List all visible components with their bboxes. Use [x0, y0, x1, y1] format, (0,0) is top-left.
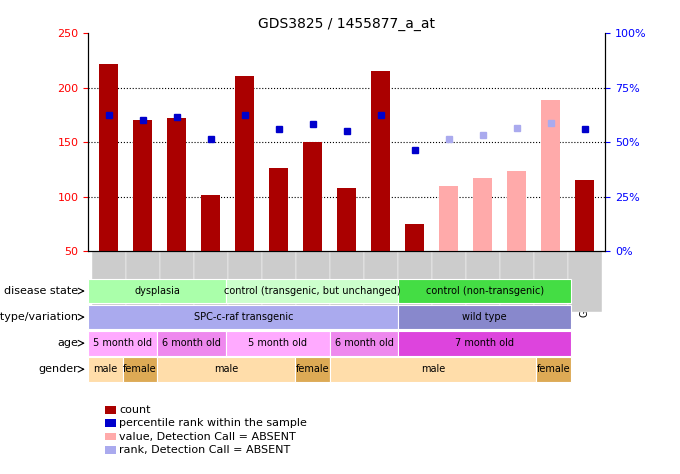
Bar	[398, 251, 432, 312]
Bar	[507, 171, 526, 251]
Text: female: female	[537, 364, 571, 374]
Bar	[99, 64, 118, 251]
Text: disease state: disease state	[4, 286, 78, 296]
Bar	[126, 251, 160, 312]
Bar	[167, 118, 186, 251]
Text: count: count	[119, 405, 150, 415]
Text: male: male	[214, 364, 238, 374]
Bar	[330, 251, 364, 312]
Bar	[473, 178, 492, 251]
Bar	[262, 251, 296, 312]
Bar	[92, 251, 126, 312]
Text: genotype/variation: genotype/variation	[0, 312, 78, 322]
Text: value, Detection Call = ABSENT: value, Detection Call = ABSENT	[119, 431, 296, 442]
Text: gender: gender	[39, 364, 78, 374]
Bar	[303, 142, 322, 251]
Bar	[568, 251, 602, 312]
Text: male: male	[94, 364, 118, 374]
Text: female: female	[296, 364, 329, 374]
Text: female: female	[123, 364, 157, 374]
Text: male: male	[421, 364, 445, 374]
Bar	[364, 251, 398, 312]
Text: wild type: wild type	[462, 312, 507, 322]
Bar	[235, 76, 254, 251]
Bar	[269, 168, 288, 251]
Bar	[432, 251, 466, 312]
Text: percentile rank within the sample: percentile rank within the sample	[119, 418, 307, 428]
Bar	[371, 72, 390, 251]
Bar	[405, 224, 424, 251]
Text: control (non-transgenic): control (non-transgenic)	[426, 286, 544, 296]
Text: rank, Detection Call = ABSENT: rank, Detection Call = ABSENT	[119, 445, 290, 455]
Bar	[439, 186, 458, 251]
Text: control (transgenic, but unchanged): control (transgenic, but unchanged)	[224, 286, 401, 296]
Text: SPC-c-raf transgenic: SPC-c-raf transgenic	[194, 312, 293, 322]
Text: 6 month old: 6 month old	[335, 338, 394, 348]
Bar	[194, 251, 228, 312]
Title: GDS3825 / 1455877_a_at: GDS3825 / 1455877_a_at	[258, 17, 435, 31]
Bar	[500, 251, 534, 312]
Bar	[541, 100, 560, 251]
Bar	[160, 251, 194, 312]
Text: 6 month old: 6 month old	[163, 338, 221, 348]
Bar	[534, 251, 568, 312]
Bar	[575, 180, 594, 251]
Bar	[466, 251, 500, 312]
Bar	[337, 188, 356, 251]
Text: dysplasia: dysplasia	[135, 286, 180, 296]
Text: 5 month old: 5 month old	[248, 338, 307, 348]
Text: 5 month old: 5 month old	[93, 338, 152, 348]
Text: age: age	[57, 338, 78, 348]
Text: 7 month old: 7 month old	[455, 338, 514, 348]
Bar	[228, 251, 262, 312]
Bar	[133, 120, 152, 251]
Bar	[201, 194, 220, 251]
Bar	[296, 251, 330, 312]
